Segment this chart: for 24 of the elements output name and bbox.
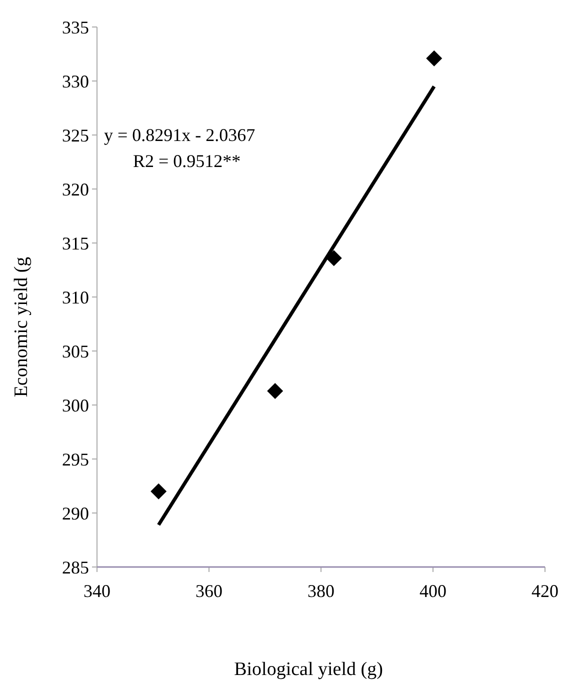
point <box>267 382 284 399</box>
y-tick-label: 330 <box>62 71 89 92</box>
y-tick-label: 335 <box>62 17 89 38</box>
y-tick-label: 320 <box>62 179 89 200</box>
y-tick-label: 305 <box>62 341 89 362</box>
annotation: y = 0.8291x - 2.0367 <box>104 125 256 145</box>
y-tick-label: 300 <box>62 395 89 416</box>
y-axis-title: Economic yield (g <box>11 256 32 398</box>
y-tick-label: 285 <box>62 557 89 578</box>
y-tick-label: 315 <box>62 233 89 254</box>
point <box>326 250 342 266</box>
point <box>150 483 167 500</box>
x-axis-title: Biological yield (g) <box>234 659 383 680</box>
point <box>426 50 442 66</box>
x-tick-label: 380 <box>308 581 334 601</box>
y-tick-label: 310 <box>62 287 89 308</box>
y-tick-label: 290 <box>62 503 89 524</box>
annotation: R2 = 0.9512** <box>133 151 241 171</box>
x-tick-label: 420 <box>532 581 558 601</box>
x-tick-label: 360 <box>196 581 222 601</box>
x-tick-label: 340 <box>84 581 110 601</box>
y-tick-label: 295 <box>62 449 89 470</box>
x-tick-label: 400 <box>420 581 446 601</box>
y-tick-label: 325 <box>62 125 89 146</box>
